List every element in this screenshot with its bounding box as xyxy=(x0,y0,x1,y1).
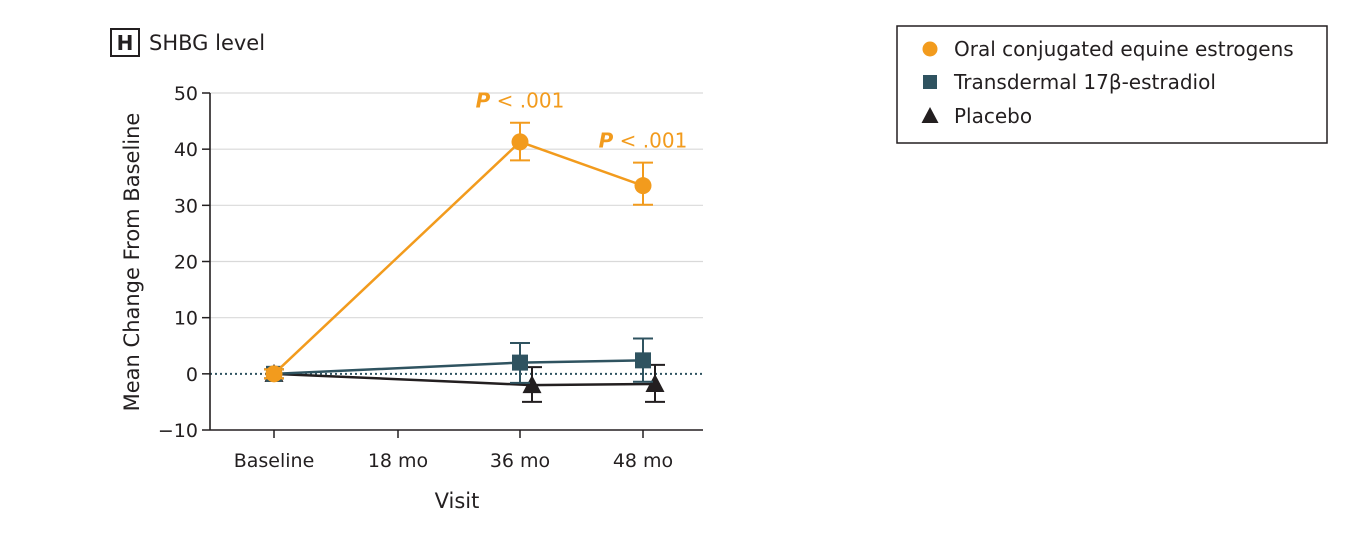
y-tick-label: −10 xyxy=(158,420,198,442)
data-point xyxy=(522,375,542,394)
legend-triangle-icon xyxy=(921,107,939,123)
y-tick-label: 0 xyxy=(186,364,198,386)
legend-label-oral: Oral conjugated equine estrogens xyxy=(954,37,1294,61)
x-axis-title: Visit xyxy=(435,489,480,513)
legend: Oral conjugated equine estrogens Transde… xyxy=(896,25,1328,144)
p-value-annotation: P < .001 xyxy=(599,128,688,152)
panel-letter-box xyxy=(110,28,140,57)
y-tick-label: 20 xyxy=(174,252,198,274)
y-axis-title: Mean Change From Baseline xyxy=(120,113,144,412)
series-circle xyxy=(264,121,653,383)
y-tick-label: 30 xyxy=(174,195,198,217)
x-tick-label: 36 mo xyxy=(490,450,550,472)
y-tick-label: 10 xyxy=(174,308,198,330)
data-point xyxy=(634,177,652,195)
series-layer xyxy=(264,121,665,403)
data-point xyxy=(512,354,528,371)
series-triangle xyxy=(264,363,665,403)
x-tick-label: 18 mo xyxy=(368,450,428,472)
data-point xyxy=(265,365,283,383)
legend-label-transdermal: Transdermal 17β-estradiol xyxy=(953,70,1216,94)
data-point xyxy=(511,133,529,151)
axes: −10 0 10 20 30 40 50 Baseline 18 mo 36 mo 48 mo xyxy=(158,83,703,472)
series-line xyxy=(273,372,656,387)
p-value-annotation: P < .001 xyxy=(476,89,565,113)
data-point xyxy=(635,352,651,369)
panel-header: H SHBG level xyxy=(110,28,265,57)
legend-circle-icon xyxy=(922,41,938,57)
p-value-letter: P xyxy=(476,89,491,113)
grid xyxy=(210,92,703,375)
legend-square-icon xyxy=(923,75,937,89)
x-tick-label: 48 mo xyxy=(613,450,673,472)
series-line xyxy=(273,359,644,376)
p-value-text: < .001 xyxy=(613,128,687,152)
p-value-letter: P xyxy=(599,128,614,152)
x-tick-label: Baseline xyxy=(234,450,315,472)
series-line xyxy=(273,140,644,375)
p-value-text: < .001 xyxy=(490,89,564,113)
legend-label-placebo: Placebo xyxy=(954,104,1032,128)
y-tick-label: 50 xyxy=(174,83,198,105)
y-tick-label: 40 xyxy=(174,139,198,161)
data-point xyxy=(645,373,665,392)
legend-frame xyxy=(896,25,1328,144)
panel-title: SHBG level xyxy=(149,31,265,55)
panel-letter: H xyxy=(117,31,134,55)
